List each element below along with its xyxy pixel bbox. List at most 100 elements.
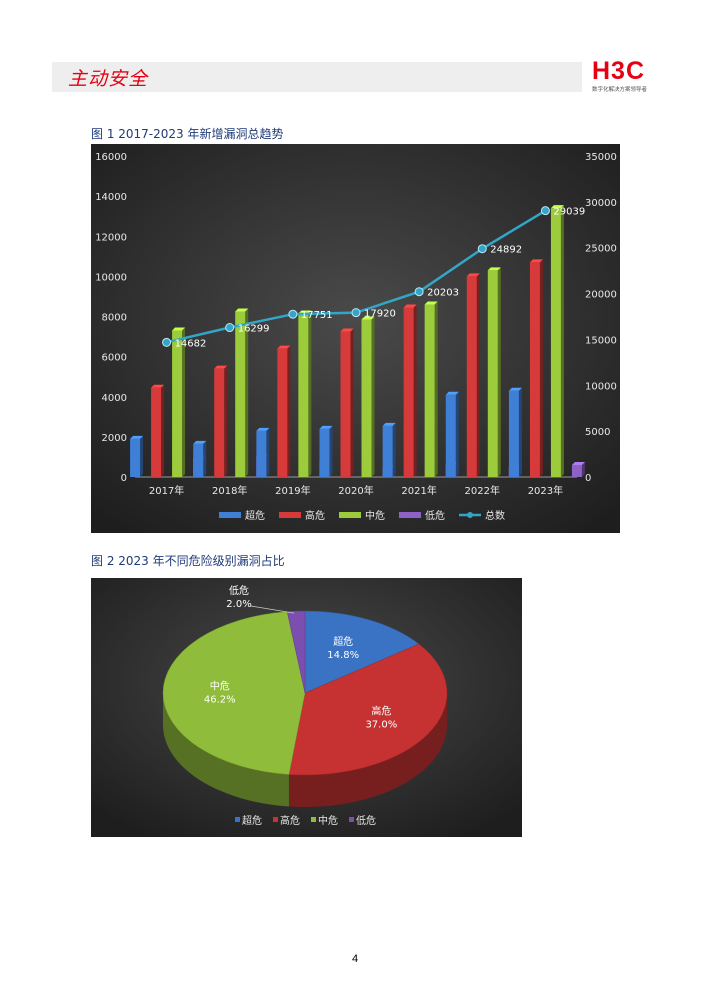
bar-top	[361, 316, 375, 320]
bar-top	[214, 365, 228, 369]
x-tick-label: 2017年	[149, 484, 184, 497]
bar-top	[445, 391, 459, 395]
y-tick-label: 6000	[102, 353, 127, 364]
bar	[445, 394, 456, 477]
bar-top	[571, 461, 585, 465]
pie-value-label: 14.8%	[327, 650, 359, 661]
y2-tick-label: 0	[585, 473, 591, 484]
bar	[424, 304, 435, 477]
bar	[361, 319, 372, 477]
x-tick-label: 2023年	[528, 484, 563, 497]
page-number: 4	[351, 953, 359, 965]
y-tick-label: 0	[121, 473, 127, 484]
bar	[403, 307, 414, 477]
legend-label: 高危	[305, 509, 325, 522]
y2-tick-label: 20000	[585, 290, 617, 301]
pie-slice	[162, 611, 306, 775]
y-tick-label: 12000	[95, 232, 127, 243]
bar	[130, 438, 141, 477]
header-title: 主动安全	[68, 68, 149, 90]
total-point	[414, 287, 424, 297]
bar-side	[350, 328, 354, 477]
y-tick-label: 4000	[102, 393, 127, 404]
y-tick-label: 2000	[102, 433, 127, 444]
legend-label: 低危	[356, 814, 376, 827]
bar	[571, 464, 582, 477]
bar-top	[382, 422, 396, 426]
pie-slice	[288, 643, 448, 776]
total-data-label: 14682	[175, 338, 207, 349]
bar-top	[172, 327, 186, 331]
trend-chart: 0 2000 4000 6000 8000 10000 12000 14000 16000 0 50…	[91, 144, 620, 533]
figure1-caption: 图 1 2017-2023 年新增漏洞总趋势	[91, 127, 284, 141]
bar-side	[497, 267, 501, 477]
logo-main-text: H3C	[592, 57, 646, 85]
y2-tick-label: 35000	[585, 152, 617, 163]
bar-side	[371, 316, 375, 477]
legend-marker	[311, 817, 316, 822]
y2-tick-label: 25000	[585, 244, 617, 255]
bar	[340, 331, 351, 477]
bar	[277, 348, 288, 477]
pie-slice-side	[163, 693, 289, 807]
bar	[466, 276, 477, 477]
bar-top	[319, 425, 333, 429]
x-tick-label: 2019年	[275, 484, 310, 497]
pie-value-label: 37.0%	[365, 719, 397, 730]
legend-marker	[339, 512, 361, 518]
header-band	[52, 62, 582, 92]
y-tick-label: 8000	[102, 313, 127, 324]
bar-top	[130, 435, 144, 439]
bar	[193, 443, 204, 477]
bar-top	[277, 345, 291, 349]
y2-tick-label: 15000	[585, 335, 617, 346]
bar-side	[245, 308, 249, 477]
pie-slice-side	[288, 693, 447, 807]
legend-label: 总数	[485, 509, 505, 522]
y2-tick-label: 5000	[585, 427, 610, 438]
bar-side	[140, 435, 144, 477]
bar	[382, 425, 393, 477]
total-point	[351, 308, 361, 318]
bar-side	[476, 273, 480, 477]
bar-top	[235, 308, 249, 312]
bar	[508, 390, 519, 477]
bar	[151, 387, 162, 477]
legend-marker	[235, 817, 240, 822]
total-data-label: 20203	[427, 288, 459, 299]
total-data-label: 17751	[301, 310, 333, 321]
bar-side	[161, 384, 165, 477]
bar-side	[413, 304, 417, 477]
bar-top	[151, 384, 165, 388]
h3c-logo: H3C 数字化解决方案领导者	[592, 58, 670, 94]
total-data-label: 29039	[553, 207, 585, 218]
bar-top	[193, 440, 207, 444]
pie-value-label: 2.0%	[226, 599, 251, 610]
x-tick-label: 2018年	[212, 484, 247, 497]
bar-side	[203, 440, 207, 477]
bar-top	[508, 387, 522, 391]
bar-side	[266, 427, 270, 477]
bar-top	[424, 301, 438, 305]
pie-value-label: 46.2%	[204, 694, 236, 705]
legend-marker	[399, 512, 421, 518]
bar	[235, 311, 246, 477]
bar-side	[434, 301, 438, 477]
legend-label: 中危	[365, 509, 385, 522]
total-data-label: 16299	[238, 324, 270, 335]
legend-marker	[273, 817, 278, 822]
bar	[172, 330, 183, 477]
y2-tick-label: 30000	[585, 198, 617, 209]
total-point	[540, 206, 550, 216]
x-tick-label: 2021年	[401, 484, 436, 497]
pie-category-label: 高危	[371, 704, 391, 717]
bar	[298, 313, 309, 477]
y2-tick-label: 10000	[585, 381, 617, 392]
pie-category-label: 低危	[229, 584, 249, 597]
legend-label: 高危	[280, 814, 300, 827]
total-point	[288, 309, 298, 319]
bar-top	[487, 267, 501, 271]
legend-marker-dot	[467, 512, 473, 518]
bar	[256, 430, 267, 477]
